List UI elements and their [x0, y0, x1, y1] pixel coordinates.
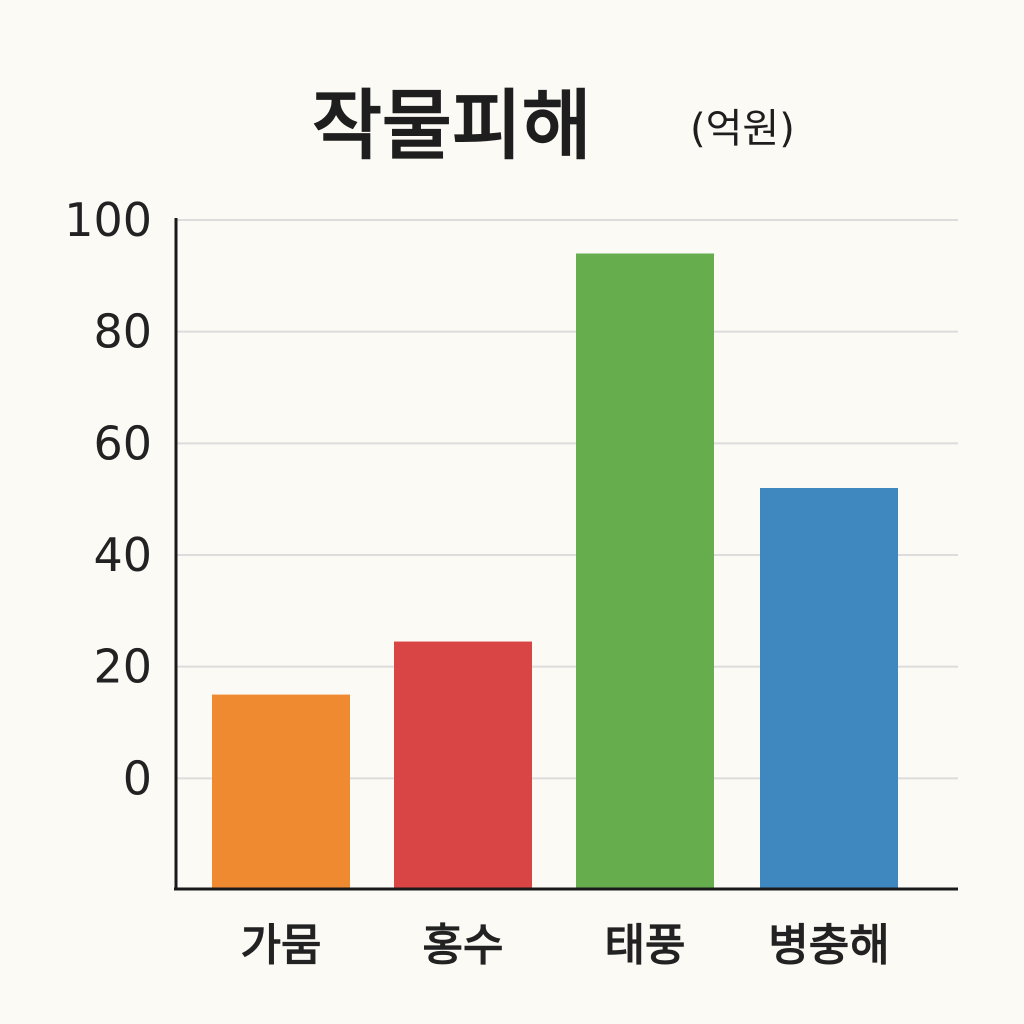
x-category-label: 태풍 [605, 920, 686, 971]
bar-1 [212, 694, 350, 890]
chart-title-unit: (억원) [690, 106, 795, 152]
axes [174, 218, 958, 891]
x-category-label: 병충해 [768, 920, 889, 971]
bar-3 [576, 253, 714, 890]
y-tick-label: 40 [93, 528, 152, 582]
y-tick-label: 80 [93, 305, 152, 359]
chart-title: 작물피해 [312, 81, 592, 170]
bar-2 [394, 641, 532, 890]
bar-4 [760, 488, 898, 890]
x-category-label: 가뭄 [241, 920, 322, 971]
y-axis-tick-labels: 0 20 40 60 80 100 [64, 193, 152, 805]
y-tick-label: 60 [93, 416, 152, 470]
x-axis-category-labels: 가뭄 홍수 태풍 병충해 [241, 920, 890, 971]
y-tick-label: 20 [93, 640, 152, 694]
x-category-label: 홍수 [423, 920, 504, 971]
chart-title-group: 작물피해 (억원) [312, 81, 795, 170]
y-tick-label: 100 [64, 193, 152, 247]
bars [212, 253, 898, 890]
y-tick-label: 0 [123, 751, 152, 805]
